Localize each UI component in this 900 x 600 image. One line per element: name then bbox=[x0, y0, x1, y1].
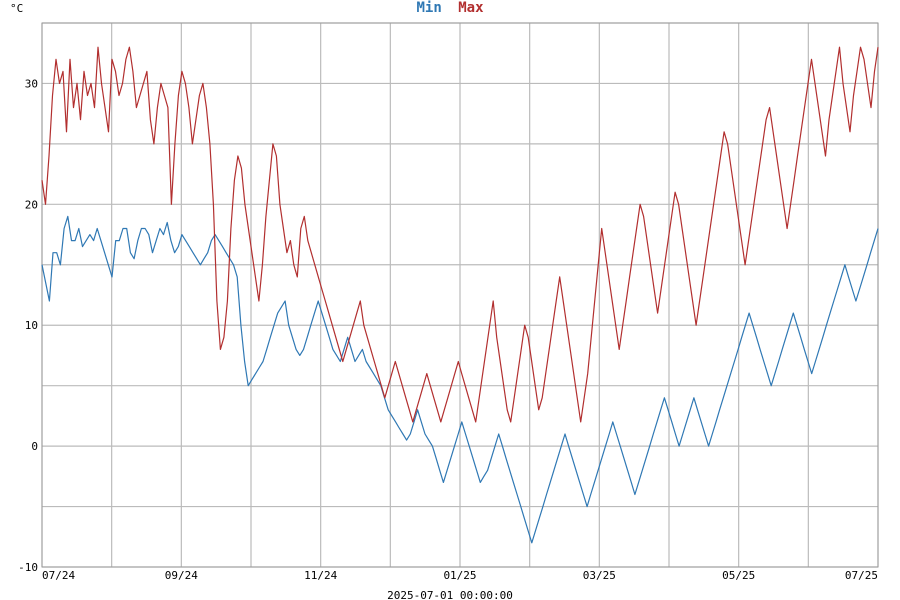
unit-label: °C bbox=[10, 2, 23, 15]
series-line-min bbox=[41, 215, 879, 544]
y-tick-label: -10 bbox=[18, 561, 38, 574]
legend: Min Max bbox=[416, 0, 484, 16]
x-tick-label: 09/24 bbox=[165, 569, 198, 582]
x-tick-label: 11/24 bbox=[304, 569, 337, 582]
y-tick-label: 10 bbox=[25, 319, 38, 332]
plot-frame bbox=[41, 22, 879, 568]
series-layer bbox=[41, 46, 879, 544]
x-tick-label: 07/25 bbox=[845, 569, 878, 582]
x-tick-label: 01/25 bbox=[443, 569, 476, 582]
y-tick-labels: -10 0 10 20 30 bbox=[18, 77, 38, 574]
plot-border bbox=[41, 22, 879, 568]
legend-max: Max bbox=[458, 0, 484, 16]
y-tick-label: 0 bbox=[31, 440, 38, 453]
y-tick-label: 30 bbox=[25, 77, 38, 90]
y-tick-label: 20 bbox=[25, 198, 38, 211]
x-tick-label: 07/24 bbox=[42, 569, 75, 582]
x-tick-label: 05/25 bbox=[722, 569, 755, 582]
legend-min: Min bbox=[416, 0, 441, 16]
x-tick-label: 03/25 bbox=[583, 569, 616, 582]
footer-timestamp: 2025-07-01 00:00:00 bbox=[387, 589, 513, 600]
x-tick-labels: 07/24 09/24 11/24 01/25 03/25 05/25 07/25 bbox=[42, 569, 878, 582]
series-line-max bbox=[41, 46, 879, 423]
